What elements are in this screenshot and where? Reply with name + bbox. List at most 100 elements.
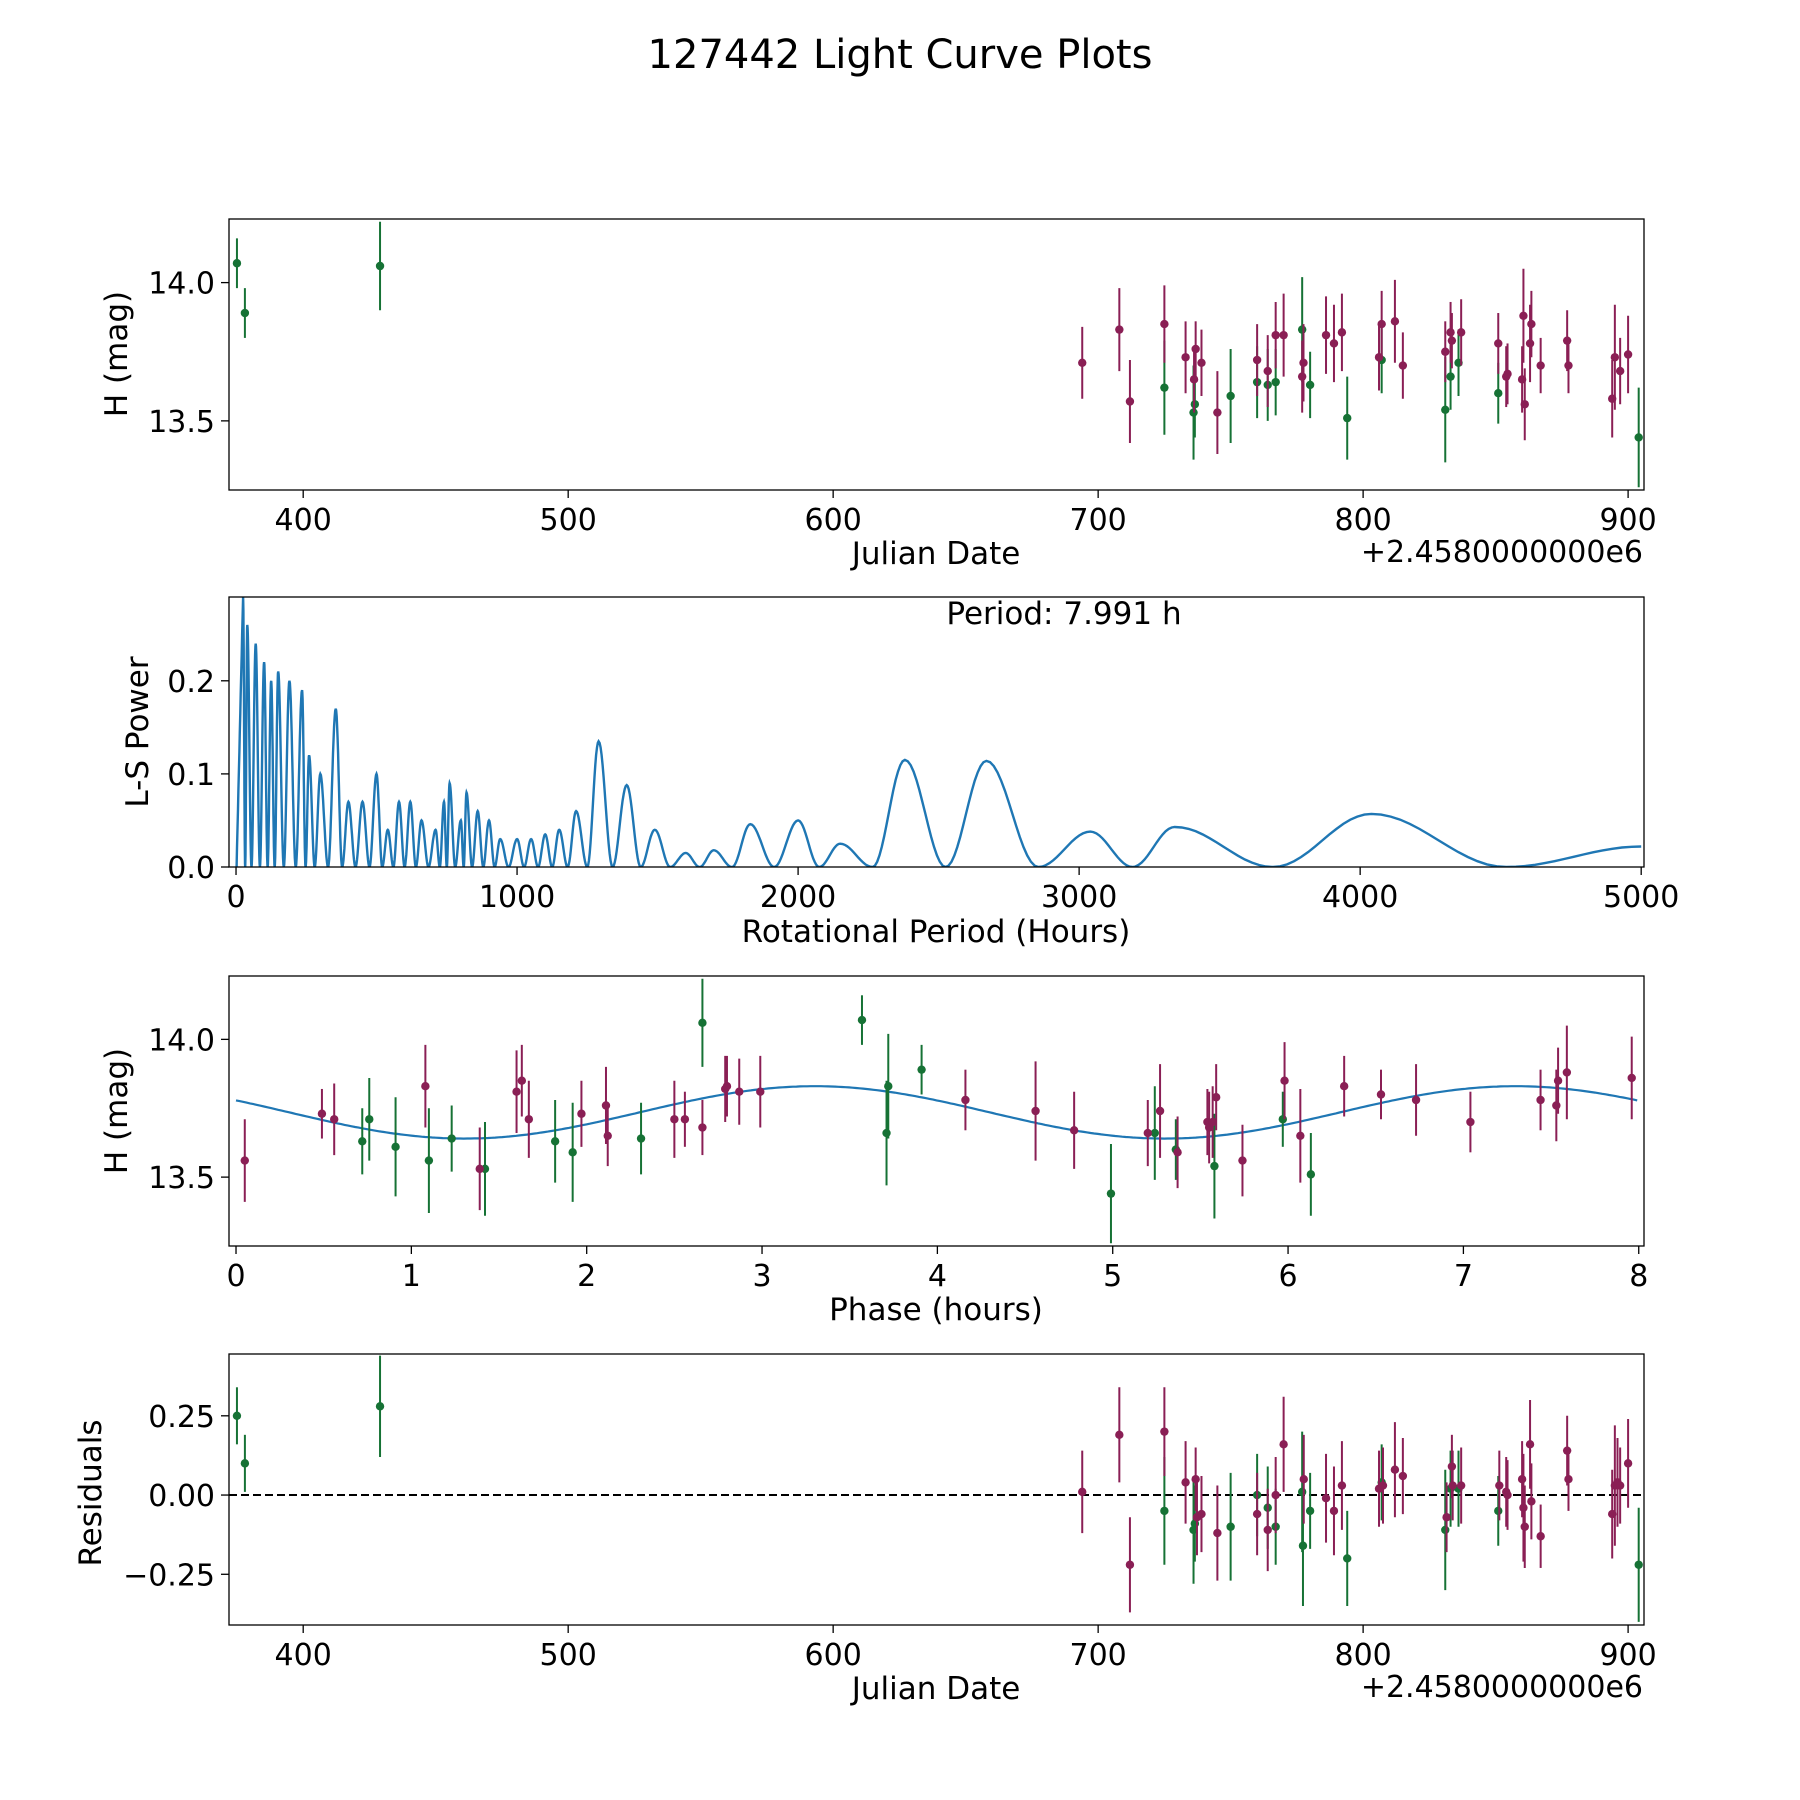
residuals-ytick-label: 0.00 xyxy=(148,1479,215,1514)
phase-folded-point-g xyxy=(447,1134,456,1143)
phase-folded-xtick-label: 7 xyxy=(1454,1259,1473,1294)
light-curve-xtick-label: 500 xyxy=(540,503,597,538)
residuals-panel: 400 500 600 700 800 900 −0.25 0.00 0.25 Julian D… xyxy=(73,1353,1657,1707)
phase-folded-point-r xyxy=(1173,1148,1182,1157)
phase-folded-point-r xyxy=(524,1115,534,1124)
light-curve-ylabel: H (mag) xyxy=(99,291,135,417)
periodogram-xtick-label: 5000 xyxy=(1603,880,1679,915)
light-curve-point-g xyxy=(375,261,385,271)
phase-folded-point-r xyxy=(698,1123,707,1132)
residuals-point-r xyxy=(1525,1440,1535,1449)
phase-folded-xtick-label: 4 xyxy=(928,1259,947,1294)
residuals-point-r xyxy=(1181,1478,1190,1487)
phase-folded-xtick-label: 8 xyxy=(1629,1259,1648,1294)
light-curve-point-g xyxy=(1305,380,1315,390)
phase-folded-points xyxy=(240,978,1636,1244)
phase-folded-panel: 0 1 2 3 4 5 6 7 8 13.5 14.0 Phase (hours) H (mag) xyxy=(99,975,1648,1328)
phase-folded-point-r xyxy=(1552,1101,1561,1110)
light-curve-point-g xyxy=(1446,372,1455,381)
phase-folded-point-r xyxy=(1411,1095,1421,1105)
phase-fit-curve xyxy=(235,1085,1638,1140)
light-curve-point-r xyxy=(1564,361,1573,370)
residuals-ytick-label: 0.25 xyxy=(148,1400,215,1435)
periodogram-ytick-label: 0.0 xyxy=(167,851,215,886)
residuals-point-r xyxy=(1329,1506,1339,1516)
light-curve-point-r xyxy=(1377,319,1386,329)
light-curve-point-r xyxy=(1115,325,1124,334)
residuals-point-r xyxy=(1197,1509,1206,1519)
residuals-point-g xyxy=(1634,1560,1643,1569)
light-curve-point-r xyxy=(1197,358,1206,367)
phase-folded-point-r xyxy=(330,1115,339,1124)
residuals-point-r xyxy=(1495,1481,1504,1490)
light-curve-point-r xyxy=(1297,372,1307,381)
residuals-point-g xyxy=(1343,1554,1352,1563)
phase-folded-point-g xyxy=(917,1065,926,1074)
light-curve-point-g xyxy=(1160,383,1169,392)
phase-folded-point-r xyxy=(1208,1117,1217,1127)
residuals-point-r xyxy=(1398,1471,1408,1481)
light-curve-panel: 400 500 600 700 800 900 13.5 14.0 Julian Date +… xyxy=(99,218,1657,572)
periodogram-line xyxy=(235,597,1642,867)
residuals-point-r xyxy=(1623,1459,1633,1468)
periodogram-marks xyxy=(235,597,1642,867)
light-curve-xlabel: Julian Date xyxy=(850,536,1021,572)
phase-folded-xlabel: Phase (hours) xyxy=(829,1292,1043,1328)
light-curve-xtick-label: 600 xyxy=(805,503,862,538)
residuals-point-r xyxy=(1299,1474,1308,1484)
phase-folded-point-g xyxy=(1210,1161,1219,1171)
residuals-xtick-label: 800 xyxy=(1334,1638,1391,1673)
light-curve-point-r xyxy=(1441,347,1450,356)
residuals-ytick-label: −0.25 xyxy=(123,1558,215,1593)
light-curve-point-r xyxy=(1213,408,1222,417)
light-curve-point-g xyxy=(1271,377,1280,387)
phase-folded-frame xyxy=(228,975,1645,1247)
phase-folded-point-r xyxy=(421,1082,430,1091)
light-curve-point-r xyxy=(1125,397,1135,406)
phase-folded-xtick-label: 3 xyxy=(752,1259,771,1294)
light-curve-x-offset: +2.4580000000e6 xyxy=(1361,535,1643,570)
light-curve-point-r xyxy=(1447,336,1457,345)
light-curve-point-g xyxy=(1494,389,1503,398)
light-curve-ytick-label: 14.0 xyxy=(148,267,215,302)
phase-folded-point-r xyxy=(1296,1131,1305,1140)
periodogram-ytick-label: 0.1 xyxy=(167,758,215,793)
light-curve-point-g xyxy=(1226,391,1235,401)
periodogram-ticks: 0 1000 2000 3000 4000 5000 0.0 0.1 0.2 xyxy=(167,665,1679,915)
periodogram-xtick-label: 4000 xyxy=(1322,880,1398,915)
phase-folded-point-r xyxy=(475,1164,484,1174)
phase-folded-point-r xyxy=(601,1101,611,1110)
residuals-point-r xyxy=(1562,1446,1572,1455)
periodogram-xlabel: Rotational Period (Hours) xyxy=(742,914,1131,950)
residuals-point-r xyxy=(1448,1481,1457,1490)
residuals-x-offset: +2.4580000000e6 xyxy=(1361,1670,1643,1705)
residuals-point-r xyxy=(1536,1532,1545,1541)
phase-folded-point-g xyxy=(358,1137,367,1146)
phase-folded-xtick-label: 0 xyxy=(226,1259,245,1294)
light-curve-ticks: 400 500 600 700 800 900 13.5 14.0 xyxy=(148,267,1657,538)
periodogram-frame xyxy=(228,596,1645,868)
light-curve-ytick-label: 13.5 xyxy=(148,405,215,440)
light-curve-point-g xyxy=(232,259,242,268)
phase-folded-point-r xyxy=(1238,1156,1247,1165)
phase-folded-point-g xyxy=(884,1082,893,1091)
light-curve-point-g xyxy=(1441,405,1450,415)
residuals-point-g xyxy=(375,1402,385,1411)
light-curve-point-r xyxy=(1078,358,1087,367)
phase-folded-point-r xyxy=(670,1115,679,1124)
residuals-point-r xyxy=(1520,1522,1529,1531)
light-curve-point-r xyxy=(1189,375,1199,384)
phase-folded-xtick-label: 2 xyxy=(577,1259,596,1294)
residuals-point-g xyxy=(240,1459,250,1468)
light-curve-point-r xyxy=(1271,330,1280,340)
periodogram-xtick-label: 1000 xyxy=(479,880,555,915)
residuals-point-r xyxy=(1213,1528,1222,1538)
phase-folded-point-r xyxy=(756,1087,765,1096)
light-curve-point-r xyxy=(1390,317,1400,326)
residuals-point-r xyxy=(1456,1481,1466,1490)
residuals-point-g xyxy=(1494,1506,1503,1516)
phase-folded-point-r xyxy=(517,1076,527,1085)
residuals-point-r xyxy=(1252,1509,1262,1519)
phase-folded-point-g xyxy=(1278,1115,1287,1124)
